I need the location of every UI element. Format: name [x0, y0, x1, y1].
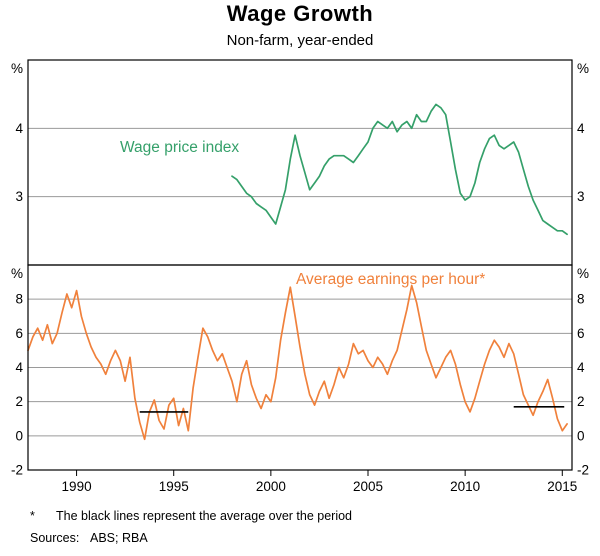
average-earnings-per-hour-line	[27, 284, 568, 441]
y-tick-label: 6	[577, 326, 585, 341]
x-tick-label: 2005	[353, 479, 383, 494]
chart-sources: Sources: ABS; RBA	[30, 531, 148, 545]
panel-border	[27, 59, 573, 266]
y-tick-label: -2	[11, 463, 23, 478]
footnote-marker: *	[30, 509, 35, 523]
chart-title: Wage Growth	[226, 1, 374, 26]
series-label-average-earnings: Average earnings per hour*	[296, 271, 486, 288]
sources-value: ABS; RBA	[90, 531, 148, 545]
y-axis-unit-label: %	[11, 61, 23, 76]
y-axis-unit-label: %	[577, 266, 589, 281]
y-tick-label: 4	[15, 360, 23, 375]
y-tick-label: 3	[577, 189, 585, 204]
panel-border	[27, 264, 573, 471]
y-axis-unit-label: %	[11, 266, 23, 281]
wage-price-index-line	[231, 103, 568, 236]
chart-subtitle: Non-farm, year-ended	[226, 32, 374, 49]
series-label-wage-price-index: Wage price index	[120, 139, 240, 156]
y-tick-label: 6	[15, 326, 23, 341]
y-tick-label: 0	[15, 428, 23, 443]
y-tick-label: -2	[577, 463, 589, 478]
x-tick-label: 2000	[256, 479, 286, 494]
y-tick-label: 4	[577, 121, 585, 136]
y-tick-label: 8	[15, 292, 23, 307]
footnote-text: The black lines represent the average ov…	[56, 509, 353, 523]
y-tick-label: 4	[15, 121, 23, 136]
sources-label: Sources:	[30, 531, 80, 545]
y-tick-label: 4	[577, 360, 585, 375]
y-tick-label: 0	[577, 428, 585, 443]
y-axis-unit-label: %	[577, 61, 589, 76]
y-tick-label: 2	[15, 394, 23, 409]
x-tick-label: 2015	[547, 479, 577, 494]
y-tick-label: 8	[577, 292, 585, 307]
x-tick-label: 1995	[159, 479, 189, 494]
x-tick-label: 2010	[450, 479, 480, 494]
y-tick-label: 3	[15, 189, 23, 204]
y-tick-label: 2	[577, 394, 585, 409]
chart-footnote: * The black lines represent the average o…	[30, 509, 352, 523]
x-tick-label: 1990	[62, 479, 92, 494]
